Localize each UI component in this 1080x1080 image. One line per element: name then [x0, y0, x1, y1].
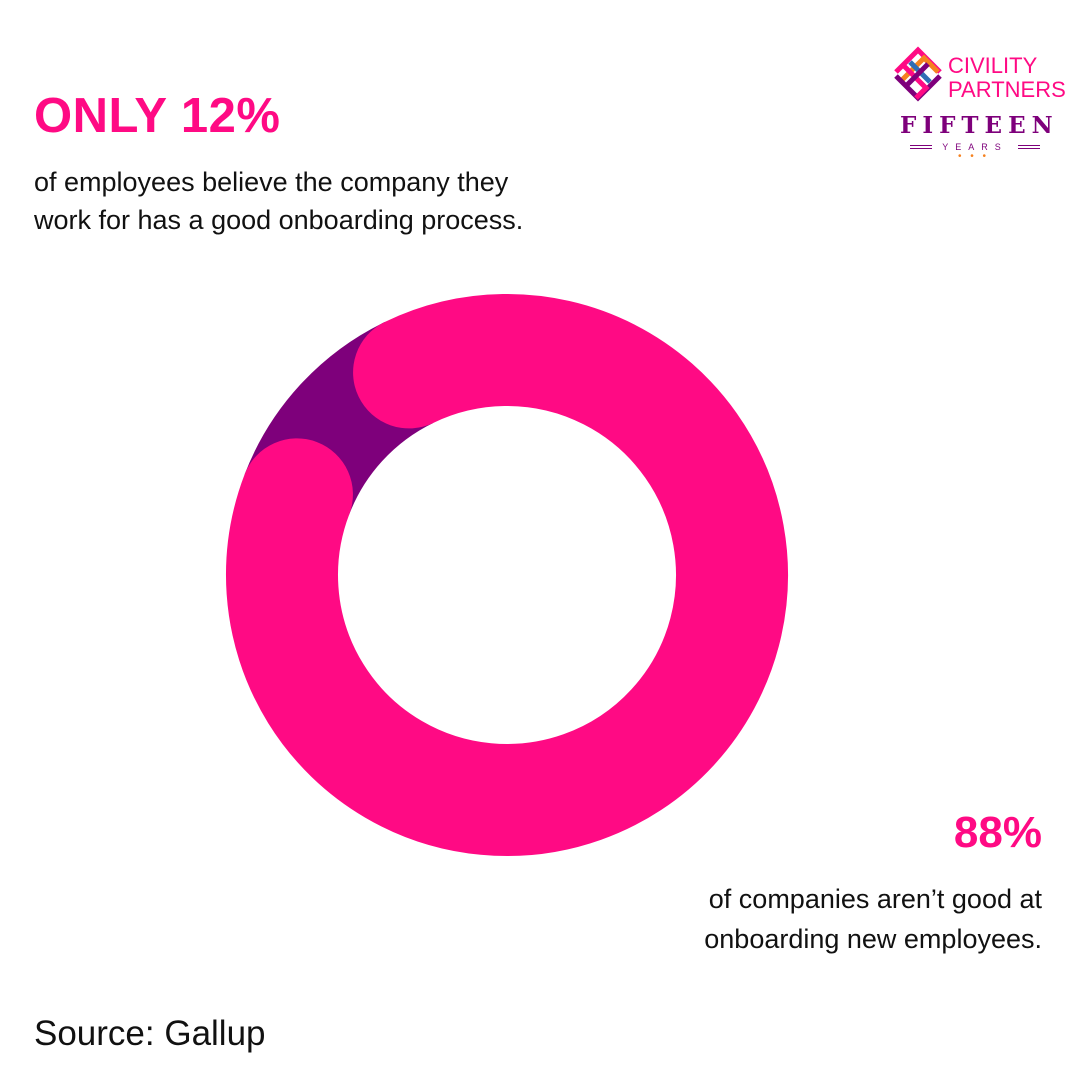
diamond-logo-icon: [894, 46, 942, 102]
headline-stat: ONLY 12%: [34, 89, 281, 143]
donut-slice-2: [226, 294, 788, 856]
logo-years: YEARS: [942, 142, 1008, 152]
logo-line-2: PARTNERS: [948, 77, 1066, 102]
source-note: Source: Gallup: [34, 1014, 266, 1053]
logo-rule-right: [1017, 145, 1040, 149]
logo-stroke-4: [902, 64, 930, 100]
civility-partners-logo: CIVILITY PARTNERS FIFTEEN YEARS • • •: [890, 38, 1066, 166]
left-description: of employees believe the company they wo…: [34, 167, 524, 235]
logo-years-row: YEARS: [910, 140, 1040, 154]
logo-rule-left: [910, 145, 932, 149]
logo-stroke-6: [904, 62, 930, 88]
logo-fifteen: FIFTEEN: [900, 112, 1059, 139]
logo-dots: • • •: [958, 151, 990, 162]
right-description: of companies aren’t good at onboarding n…: [704, 884, 1042, 954]
logo-line-1: CIVILITY: [948, 53, 1038, 78]
right-stat: 88%: [953, 808, 1042, 857]
logo-wordmark: CIVILITY PARTNERS: [948, 54, 1066, 102]
